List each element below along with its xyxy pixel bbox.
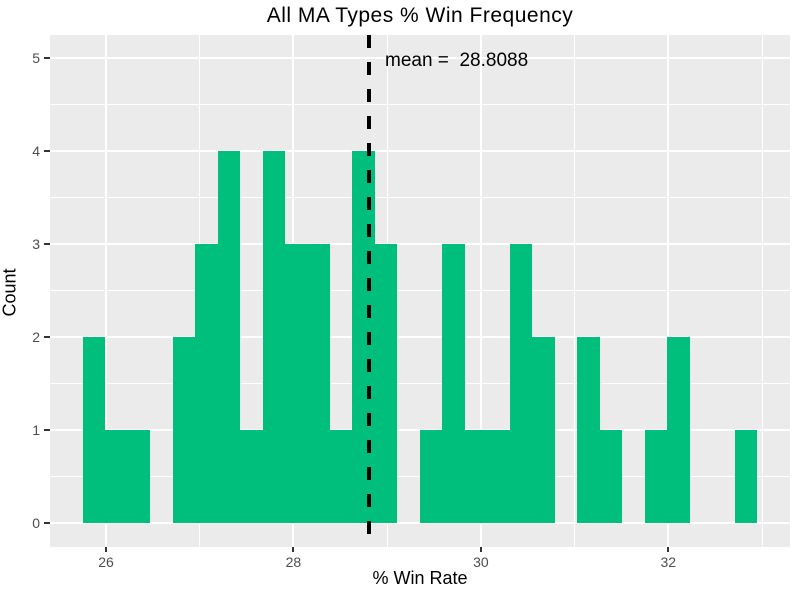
histogram-bar: [172, 337, 196, 523]
y-tick-label: 2: [32, 329, 40, 345]
y-tick-label: 1: [32, 422, 40, 438]
x-tick-mark: [292, 547, 295, 552]
histogram-bar: [285, 244, 308, 523]
y-minor-gridline: [50, 290, 790, 291]
plot-panel: [50, 35, 790, 547]
y-minor-gridline: [50, 383, 790, 384]
histogram-bar: [577, 337, 600, 523]
y-tick-mark: [44, 336, 50, 338]
histogram-bar: [734, 430, 758, 523]
histogram-bar: [442, 244, 465, 523]
y-major-gridline: [50, 150, 790, 152]
histogram-bar: [127, 430, 151, 523]
histogram-bar: [509, 244, 533, 523]
x-tick-label: 26: [98, 554, 114, 570]
histogram-bar: [464, 430, 488, 523]
mean-dashed-line: [367, 35, 372, 547]
y-major-gridline: [50, 336, 790, 338]
y-tick-mark: [44, 243, 50, 245]
y-axis-label: Count: [0, 268, 20, 317]
y-tick-label: 5: [32, 50, 40, 66]
histogram-bar: [217, 151, 240, 523]
histogram-bar: [82, 337, 106, 523]
y-major-gridline: [50, 57, 790, 59]
histogram-bar: [374, 244, 398, 523]
x-tick-mark: [479, 547, 482, 552]
x-major-gridline: [479, 35, 482, 547]
mean-annotation: mean = 28.8088: [385, 50, 529, 71]
x-tick-label: 30: [473, 554, 489, 570]
y-tick-mark: [44, 150, 50, 152]
chart-title: All MA Types % Win Frequency: [266, 4, 574, 27]
y-tick-mark: [44, 429, 50, 431]
histogram-bar: [105, 430, 128, 523]
histogram-bar: [262, 151, 285, 523]
y-tick-mark: [44, 57, 50, 59]
histogram-bar: [352, 151, 375, 523]
histogram-bar: [644, 430, 668, 523]
y-major-gridline: [50, 243, 790, 245]
y-tick-label: 0: [32, 515, 40, 531]
histogram-bar: [532, 337, 555, 523]
histogram-bar: [307, 244, 330, 523]
x-major-gridline: [105, 35, 107, 547]
y-minor-gridline: [50, 197, 790, 198]
histogram-bar: [667, 337, 690, 523]
y-tick-label: 4: [32, 143, 40, 159]
x-minor-gridline: [761, 35, 763, 547]
y-major-gridline: [50, 522, 790, 524]
histogram-bar: [487, 430, 510, 523]
y-tick-label: 3: [32, 236, 40, 252]
x-tick-mark: [667, 547, 670, 552]
y-minor-gridline: [50, 104, 790, 105]
histogram-bar: [329, 430, 353, 523]
x-tick-label: 28: [285, 554, 302, 570]
x-axis-label: % Win Rate: [372, 568, 468, 588]
histogram-bar: [240, 430, 263, 523]
histogram-bar: [195, 244, 218, 523]
x-tick-label: 32: [660, 554, 677, 570]
histogram-bar: [419, 430, 443, 523]
x-minor-gridline: [574, 35, 576, 547]
x-tick-mark: [105, 547, 107, 552]
histogram-bar: [599, 430, 623, 523]
x-major-gridline: [667, 35, 670, 547]
y-tick-mark: [44, 522, 50, 524]
